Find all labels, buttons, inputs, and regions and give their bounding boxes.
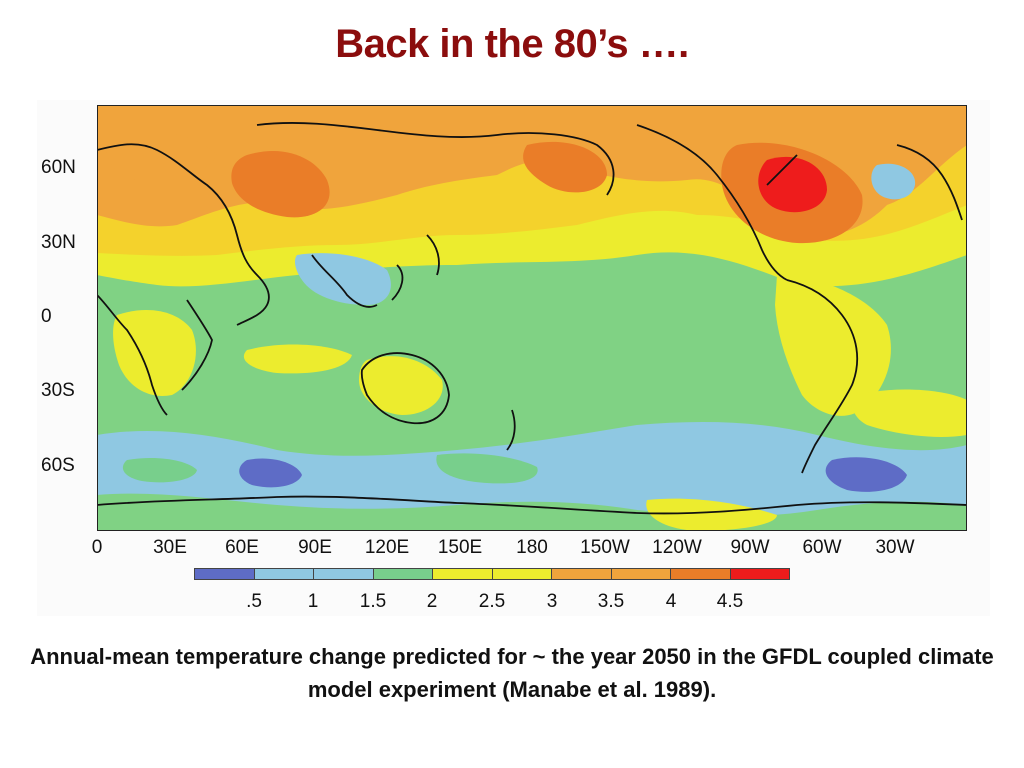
legend-swatch xyxy=(492,569,552,579)
lon-label-150e: 150E xyxy=(437,537,483,558)
legend-label: 2.5 xyxy=(478,591,506,612)
lat-label-equator: 0 xyxy=(41,306,52,327)
legend-swatch xyxy=(254,569,314,579)
cool-patch-north-atlantic xyxy=(871,163,916,200)
legend-label: .5 xyxy=(246,591,262,612)
legend-label: 4 xyxy=(665,591,677,612)
lon-label-0: 0 xyxy=(91,537,103,558)
lon-label-60w: 60W xyxy=(802,537,842,558)
lon-label-180: 180 xyxy=(516,537,548,558)
legend-label: 2 xyxy=(426,591,438,612)
lon-label-120w: 120W xyxy=(652,537,702,558)
legend-label: 3.5 xyxy=(597,591,625,612)
map-frame xyxy=(97,105,967,531)
legend-swatch xyxy=(314,569,374,579)
legend-label: 4.5 xyxy=(716,591,744,612)
lon-label-30e: 30E xyxy=(153,537,187,558)
figure-caption: Annual-mean temperature change predicted… xyxy=(30,644,994,702)
legend-swatch xyxy=(552,569,612,579)
warm-patch-central-asia xyxy=(231,151,330,218)
legend-swatch xyxy=(730,569,789,579)
legend-label: 1 xyxy=(307,591,319,612)
legend-label: 1.5 xyxy=(359,591,387,612)
cold-spot-south-atlantic-southern-ocean xyxy=(825,457,907,492)
legend-swatch xyxy=(433,569,493,579)
legend-swatch xyxy=(195,569,255,579)
cool-patch-maritime-continent xyxy=(294,253,391,305)
lat-label-60n: 60N xyxy=(41,157,76,178)
warm-patch-antarctic-peninsula xyxy=(646,498,777,531)
lon-label-150w: 150W xyxy=(580,537,630,558)
temperature-change-map-figure: 60N 30N 0 30S 60S xyxy=(37,100,990,616)
warm-patch-africa xyxy=(113,310,196,396)
lon-label-90e: 90E xyxy=(298,537,332,558)
warm-patch-siberia xyxy=(523,141,607,193)
slide-title: Back in the 80’s …. xyxy=(335,22,689,66)
lat-label-30n: 30N xyxy=(41,232,76,253)
lon-label-60e: 60E xyxy=(225,537,259,558)
hot-spot-canada xyxy=(758,156,827,213)
warm-patch-australia xyxy=(359,356,443,415)
warm-patch-south-america xyxy=(775,275,891,416)
legend-swatch xyxy=(611,569,671,579)
legend-swatch xyxy=(373,569,433,579)
lon-label-30w: 30W xyxy=(875,537,915,558)
southern-ocean-band-1-5-west xyxy=(122,458,197,483)
lon-label-90w: 90W xyxy=(730,537,770,558)
coastlines xyxy=(97,122,967,515)
color-legend-bar xyxy=(194,568,790,580)
lon-label-120e: 120E xyxy=(364,537,410,558)
world-map xyxy=(97,105,967,531)
lat-label-60s: 60S xyxy=(41,455,75,476)
southern-ocean-band-1-5-patch xyxy=(436,453,538,484)
lat-label-30s: 30S xyxy=(41,380,75,401)
legend-label: 3 xyxy=(546,591,558,612)
legend-swatch xyxy=(671,569,731,579)
warm-patch-indian-ocean xyxy=(243,344,352,374)
cold-spot-indian-southern-ocean xyxy=(239,458,302,488)
warm-patch-south-atlantic xyxy=(852,389,967,437)
